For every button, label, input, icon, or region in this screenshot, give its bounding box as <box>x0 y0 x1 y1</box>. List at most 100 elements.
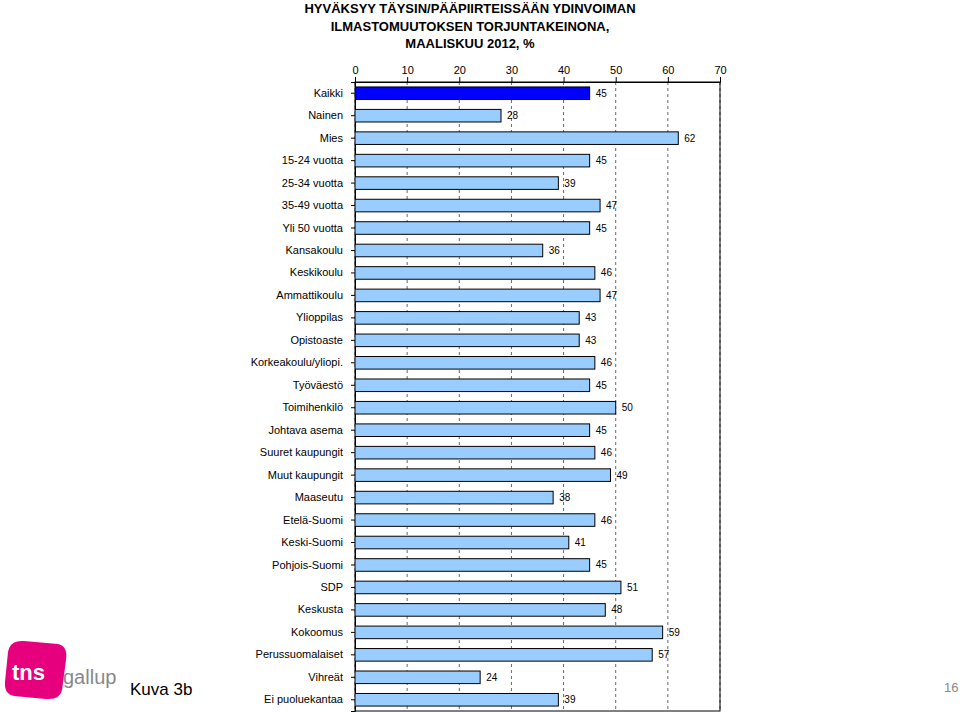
data-label: 39 <box>564 694 576 705</box>
data-label: 43 <box>585 312 597 323</box>
x-tick-label: 0 <box>352 64 358 76</box>
y-tick: Suuret kaupungit <box>260 446 355 458</box>
data-label: 39 <box>564 178 576 189</box>
title: HYVÄKSYY TÄYSIN/PÄÄPIIRTEISSÄÄN YDINVOIM… <box>304 1 635 51</box>
y-tick-label: Maaseutu <box>295 491 343 503</box>
bars <box>355 87 678 706</box>
grid <box>355 82 720 711</box>
y-tick-label: Nainen <box>308 109 343 121</box>
bar <box>355 87 590 100</box>
y-tick-mark <box>351 430 355 431</box>
y-tick: Muut kaupungit <box>268 469 355 481</box>
bar <box>355 514 595 527</box>
y-tick: Yli 50 vuotta <box>282 222 355 234</box>
y-tick: Keskusta <box>298 603 355 615</box>
y-tick-label: Keskusta <box>298 603 344 615</box>
y-tick-label: Työväestö <box>293 379 343 391</box>
title-line: MAALISKUU 2012, % <box>405 36 535 51</box>
y-tick: Korkeakoulu/yliopi. <box>251 356 355 368</box>
data-label: 46 <box>601 447 613 458</box>
data-label: 46 <box>601 515 613 526</box>
y-tick-mark <box>351 138 355 139</box>
data-label: 45 <box>596 88 608 99</box>
y-tick: Keskikoulu <box>290 266 355 278</box>
y-tick: Mies <box>320 132 355 144</box>
data-label: 47 <box>606 290 618 301</box>
grid-line <box>720 82 721 711</box>
y-tick-mark <box>351 115 355 116</box>
y-tick: Toimihenkilö <box>282 401 355 413</box>
bar <box>355 334 579 347</box>
bar <box>355 109 501 122</box>
y-tick-mark <box>351 452 355 453</box>
bar <box>355 693 558 706</box>
bar <box>355 222 590 235</box>
x-tick-mark <box>616 77 617 82</box>
data-label: 50 <box>622 402 634 413</box>
x-tick-mark <box>355 77 356 82</box>
y-tick-mark <box>351 475 355 476</box>
y-tick: Etelä-Suomi <box>283 514 355 526</box>
logo: tnsgallup <box>5 641 116 699</box>
y-tick-mark <box>351 587 355 588</box>
y-tick-mark <box>351 160 355 161</box>
bar <box>355 289 600 302</box>
y-tick-label: 35-49 vuotta <box>282 199 344 211</box>
y-tick-label: Mies <box>320 132 344 144</box>
x-tick-label: 30 <box>506 64 518 76</box>
y-tick-mark <box>351 250 355 251</box>
y-tick: Kansakoulu <box>286 244 356 256</box>
bar <box>355 626 663 639</box>
y-tick-mark <box>351 654 355 655</box>
x-tick: 30 <box>506 64 518 82</box>
data-label: 46 <box>601 357 613 368</box>
bar <box>355 469 611 482</box>
data-label: 45 <box>596 155 608 166</box>
y-tick-mark <box>351 699 355 700</box>
x-tick-label: 50 <box>610 64 622 76</box>
x-axis: 0 10 20 30 40 50 60 70 <box>352 64 726 83</box>
y-tick: 25-34 vuotta <box>282 177 355 189</box>
bar <box>355 649 652 662</box>
y-tick-label: Etelä-Suomi <box>283 514 343 526</box>
x-tick: 70 <box>714 64 726 82</box>
y-tick: Työväestö <box>293 379 355 391</box>
y-tick: Perussuomalaiset <box>256 648 355 660</box>
x-tick-mark <box>459 77 460 82</box>
y-axis-line <box>351 83 356 712</box>
y-tick-mark <box>351 385 355 386</box>
y-tick-mark <box>351 228 355 229</box>
bar <box>355 312 579 325</box>
y-tick: Vihreät <box>308 671 355 683</box>
x-tick-label: 60 <box>662 64 674 76</box>
y-tick-mark <box>351 609 355 610</box>
y-tick-label: Toimihenkilö <box>282 401 343 413</box>
title-line: HYVÄKSYY TÄYSIN/PÄÄPIIRTEISSÄÄN YDINVOIM… <box>304 1 635 16</box>
data-label: 49 <box>617 470 629 481</box>
bar <box>355 154 590 167</box>
y-tick-mark <box>351 340 355 341</box>
bar <box>355 267 595 280</box>
y-tick-mark <box>351 542 355 543</box>
y-tick-label: Suuret kaupungit <box>260 446 343 458</box>
figure-label: Kuva 3b <box>130 680 192 699</box>
x-tick-label: 40 <box>558 64 570 76</box>
y-tick: Pohjois-Suomi <box>272 559 355 571</box>
y-tick: Ylioppilas <box>296 311 355 323</box>
y-tick-mark <box>351 205 355 206</box>
y-tick: SDP <box>320 581 355 593</box>
bar <box>355 199 600 212</box>
x-tick-label: 20 <box>454 64 466 76</box>
data-label: 47 <box>606 200 618 211</box>
y-tick-label: Kaikki <box>314 87 343 99</box>
bar <box>355 491 553 504</box>
grid-line <box>615 82 616 711</box>
y-tick-mark <box>351 677 355 678</box>
bar <box>355 132 678 145</box>
y-tick-mark <box>351 497 355 498</box>
data-label: 45 <box>596 559 608 570</box>
data-label: 51 <box>627 582 639 593</box>
y-tick: Johtava asema <box>268 424 355 436</box>
x-tick: 10 <box>402 64 414 82</box>
page-number: 16 <box>944 680 958 695</box>
